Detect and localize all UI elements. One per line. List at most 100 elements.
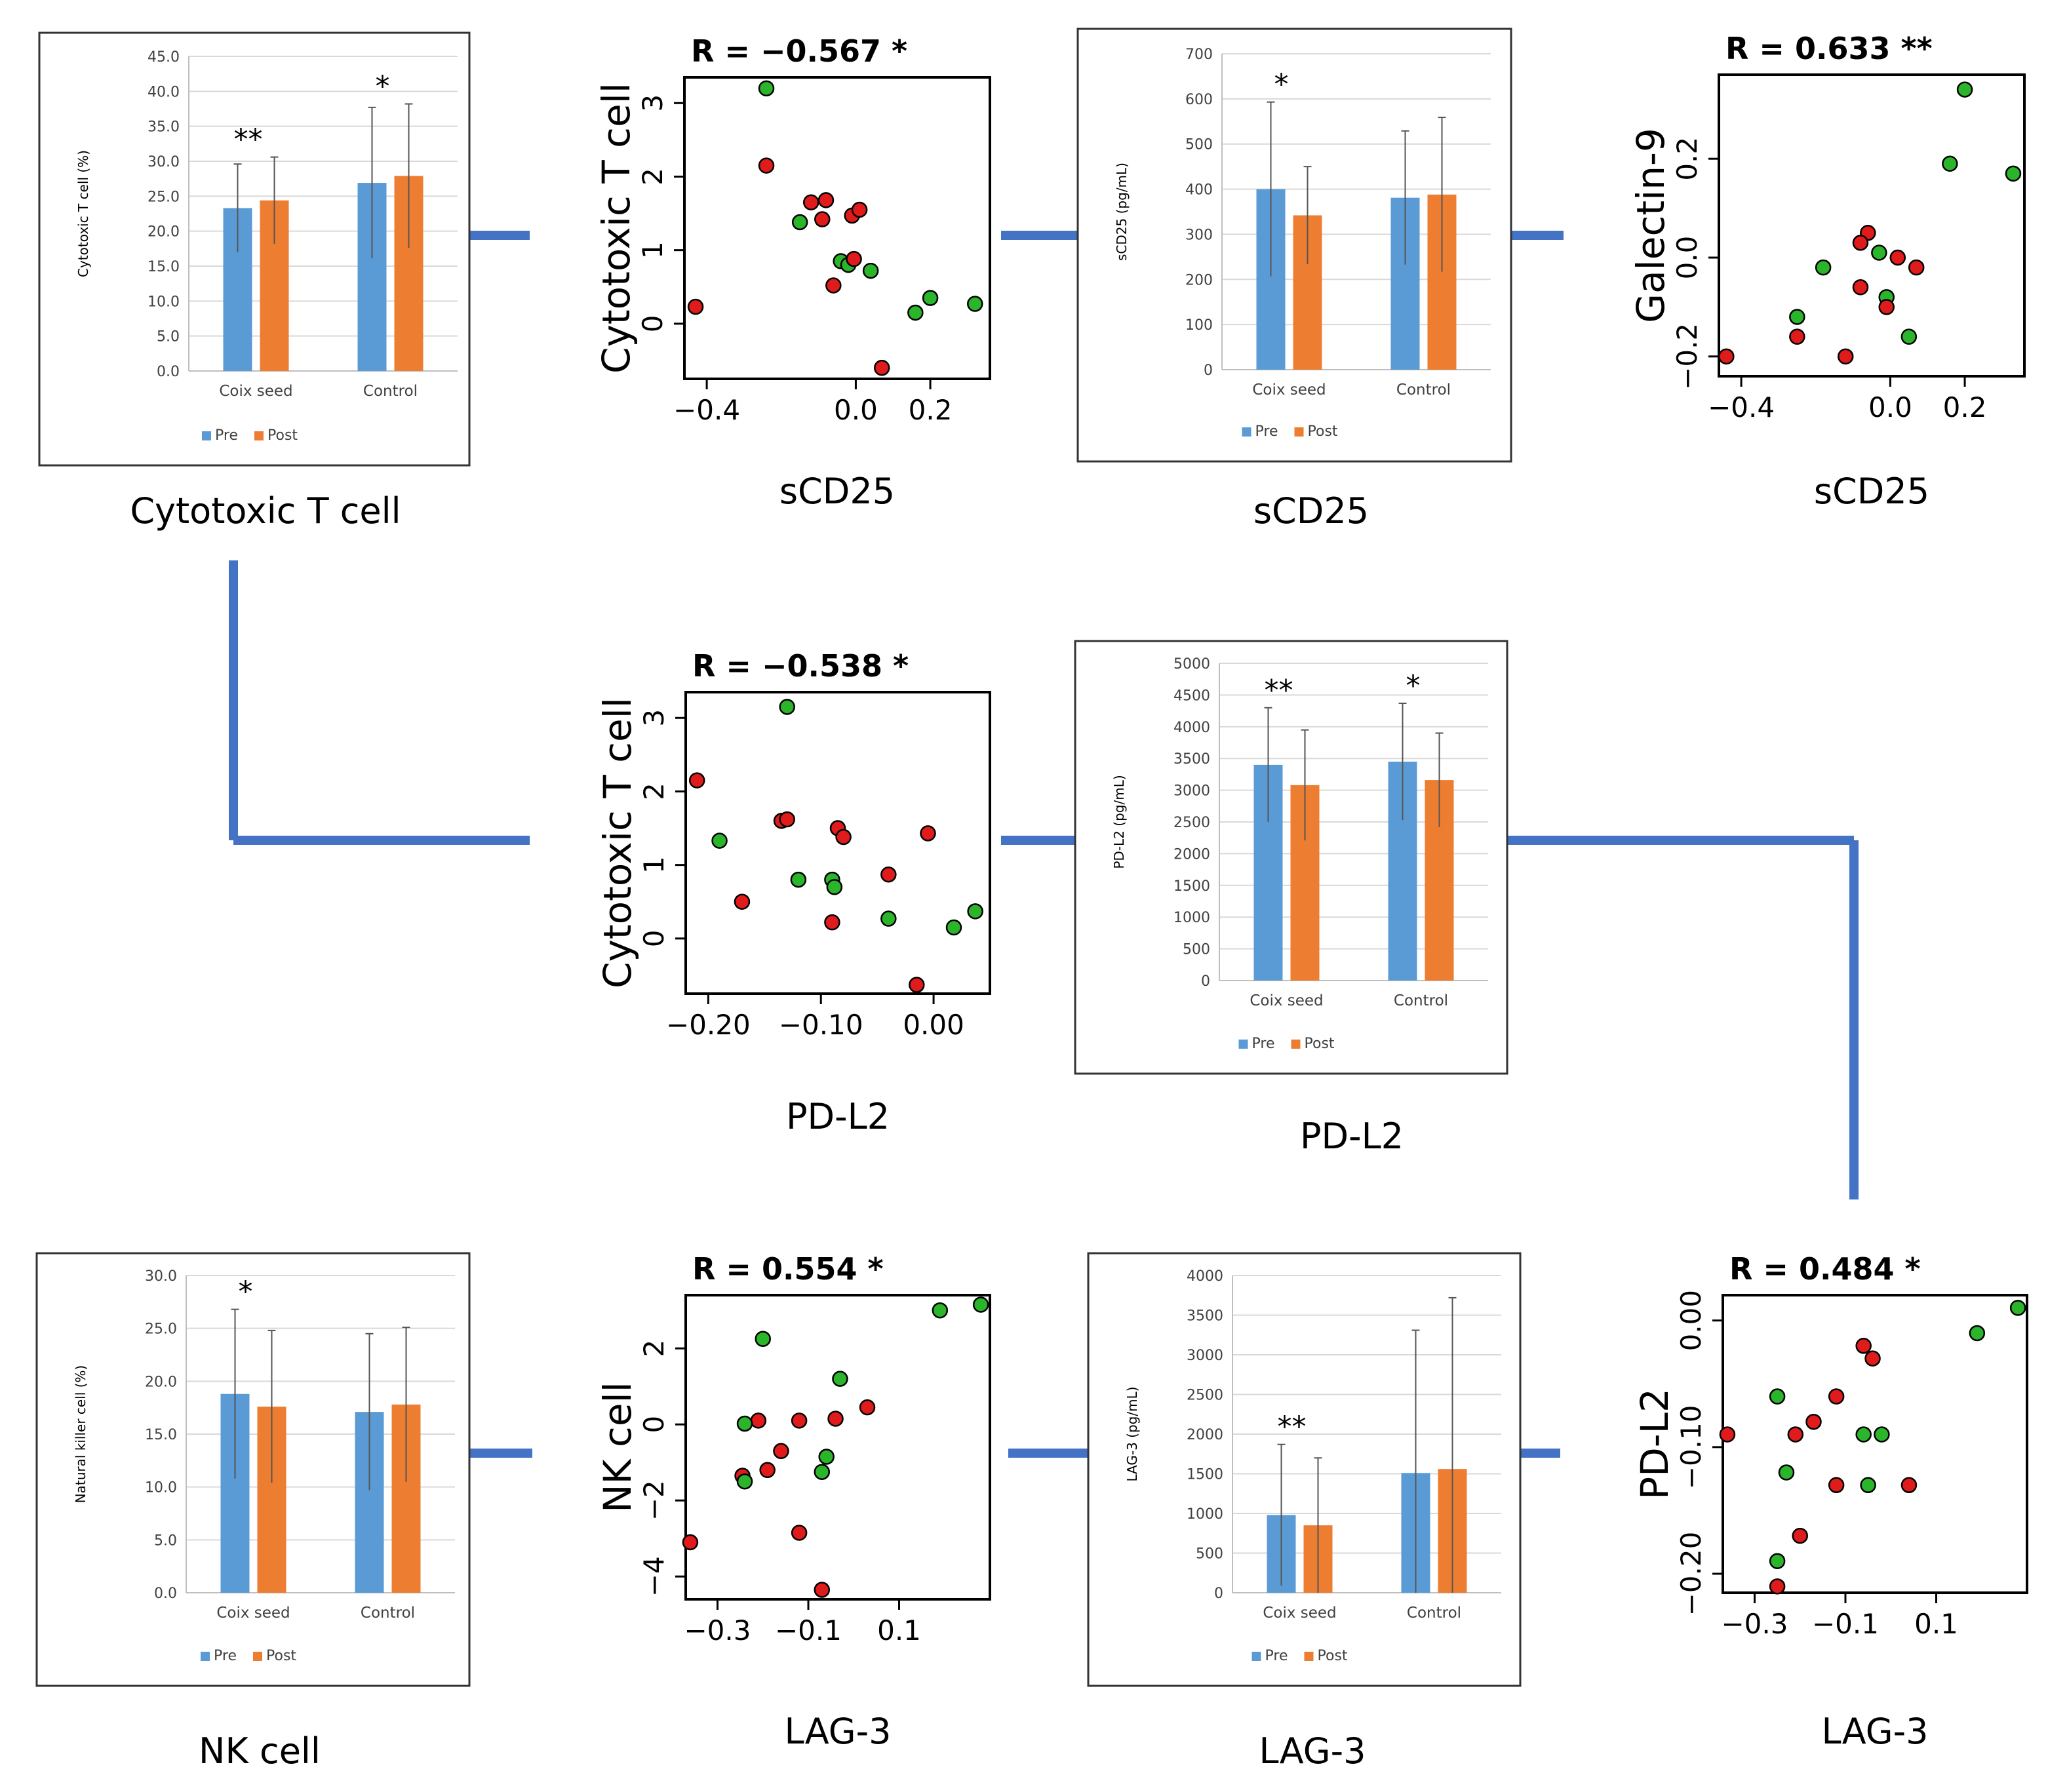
x-tick-label: 0.1: [877, 1614, 921, 1646]
data-point-red: [791, 1525, 808, 1541]
data-point-green: [2009, 1300, 2026, 1316]
data-point-red: [1878, 299, 1895, 315]
significance-marker: *: [376, 70, 390, 104]
legend-swatch-pre: [1251, 1652, 1261, 1661]
y-tick-label: −0.2: [1671, 323, 1703, 390]
correlation-title: R = 0.554 *: [692, 1251, 884, 1287]
data-point-red: [1908, 259, 1925, 276]
y-tick-label: 0.0: [1671, 236, 1703, 280]
y-tick-label: 300: [1185, 227, 1213, 243]
y-tick-label: 1000: [1187, 1506, 1223, 1523]
x-axis-label: LAG-3: [1821, 1711, 1928, 1752]
y-tick-label: 2500: [1187, 1388, 1223, 1404]
bar-chart-bar-pdl2: 0 500 1000 1500 2000 2500 3000 3500 4000 4500 5000…: [1074, 640, 1508, 1157]
y-tick-label: 1500: [1187, 1467, 1223, 1483]
data-point-red: [750, 1412, 767, 1429]
y-tick-label: 30.0: [148, 154, 180, 170]
data-point-green: [818, 1449, 835, 1465]
data-point-red: [688, 772, 705, 789]
plot-box: [1718, 73, 2026, 378]
category-label: Control: [361, 1605, 415, 1622]
y-axis-label: PD-L2 (pg/mL): [1111, 775, 1127, 868]
data-point-green: [1789, 309, 1805, 325]
y-axis-label: NK cell: [595, 1382, 640, 1513]
data-point-red: [1900, 1477, 1918, 1494]
data-point-red: [1852, 235, 1869, 251]
legend-label-post: Post: [1305, 1036, 1335, 1052]
data-point-green: [832, 1371, 848, 1387]
x-axis-label: LAG-3: [784, 1711, 891, 1752]
legend-label-pre: Pre: [1255, 423, 1278, 440]
scatter-plot-scat-gal9-scd25: R = 0.633 ** −0.4 0.0 0.2 −0.2 0.0 0.2 sCD25 Gal…: [1628, 31, 2026, 512]
legend-label-post: Post: [1318, 1648, 1348, 1664]
data-point-red: [759, 1462, 776, 1479]
legend-swatch-pre: [1238, 1040, 1248, 1049]
data-point-green: [972, 1296, 989, 1313]
y-tick-label: 700: [1185, 47, 1213, 63]
y-tick-label: 2: [637, 168, 669, 185]
data-point-red: [779, 811, 795, 828]
data-point-green: [755, 1331, 771, 1347]
data-point-red: [825, 277, 842, 294]
data-point-green: [1900, 328, 1918, 345]
category-label: Control: [1407, 1605, 1461, 1622]
data-point-red: [1789, 328, 1805, 345]
plot-box: [684, 691, 991, 995]
correlation-title: R = −0.538 *: [692, 648, 909, 684]
x-tick-label: −0.4: [673, 394, 740, 426]
y-tick-label: 0: [638, 929, 670, 947]
bar-chart-bar-ctl: 0.0 5.0 10.0 15.0 20.0 25.0 30.0 35.0 40.0 45.0 Cy…: [38, 31, 471, 532]
y-tick-label: 0.0: [154, 1586, 177, 1602]
data-point-red: [734, 893, 751, 910]
y-tick-label: 500: [1185, 137, 1213, 153]
y-axis-label: Natural killer cell (%): [73, 1365, 89, 1504]
y-tick-label: 15.0: [145, 1427, 177, 1443]
data-point-green: [711, 832, 728, 849]
y-tick-label: 400: [1185, 182, 1213, 199]
y-axis-label: Cytotoxic T cell: [594, 83, 639, 374]
data-point-red: [909, 977, 925, 993]
data-point-green: [945, 919, 962, 936]
y-tick-label: 3: [638, 709, 670, 727]
data-point-green: [736, 1415, 753, 1432]
legend-label-pre: Pre: [214, 1648, 237, 1664]
data-point-red: [835, 828, 852, 846]
panel-caption: LAG-3: [1259, 1730, 1366, 1772]
x-tick-label: 0.00: [903, 1009, 964, 1041]
data-point-red: [817, 192, 835, 208]
legend-swatch-pre: [201, 1652, 210, 1661]
correlation-title: R = 0.484 *: [1729, 1251, 1921, 1287]
y-tick-label: 2: [638, 783, 670, 800]
significance-marker: *: [239, 1276, 253, 1309]
data-point-green: [922, 290, 939, 306]
bar-chart-bar-nk: 0.0 5.0 10.0 15.0 20.0 25.0 30.0 Natural killer…: [35, 1252, 471, 1772]
data-point-red: [859, 1399, 876, 1416]
y-axis-label: Cytotoxic T cell (%): [75, 150, 91, 277]
data-point-green: [791, 214, 808, 231]
data-point-red: [814, 1582, 831, 1598]
legend-swatch-pre: [1242, 427, 1251, 437]
data-point-green: [1871, 244, 1887, 261]
data-point-green: [1942, 155, 1958, 172]
data-point-red: [920, 825, 936, 842]
legend-label-post: Post: [1308, 423, 1338, 440]
y-tick-label: 0.0: [157, 364, 180, 380]
data-point-green: [1855, 1426, 1872, 1443]
legend-swatch-post: [1291, 1040, 1301, 1049]
data-point-green: [758, 80, 775, 97]
x-tick-label: −0.3: [1721, 1608, 1788, 1640]
data-point-red: [846, 250, 862, 267]
y-tick-label: 40.0: [148, 84, 180, 100]
data-point-red: [1805, 1413, 1822, 1430]
data-point-green: [814, 1464, 831, 1480]
x-tick-label: −0.4: [1708, 391, 1775, 423]
scatter-plot-scat-nk-lag3: R = 0.554 * −0.3 −0.1 0.1 −4 −2 0 2 LAG-3 NK cell: [595, 1251, 991, 1752]
data-point-red: [827, 1411, 844, 1427]
panel-caption: NK cell: [199, 1730, 321, 1772]
data-point-red: [1787, 1426, 1804, 1443]
y-axis-label: sCD25 (pg/mL): [1114, 163, 1130, 261]
y-tick-label: 45.0: [148, 49, 180, 66]
data-point-green: [862, 262, 879, 279]
y-axis-label: Cytotoxic T cell: [595, 697, 640, 988]
data-point-red: [873, 359, 890, 376]
